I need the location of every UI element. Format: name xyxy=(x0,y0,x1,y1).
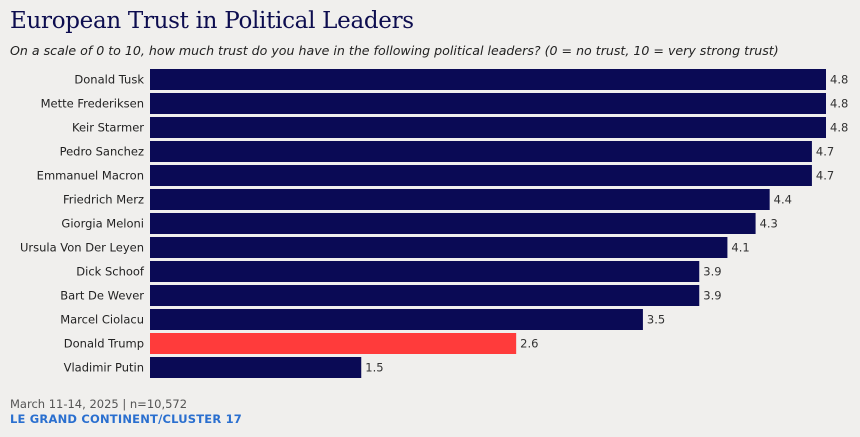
value-label-giorgia-meloni: 4.3 xyxy=(760,217,778,231)
value-label-donald-tusk: 4.8 xyxy=(830,73,848,87)
category-label-marcel-ciolacu: Marcel Ciolacu xyxy=(60,313,144,327)
value-label-keir-starmer: 4.8 xyxy=(830,121,848,135)
value-label-ursula-von-der-leyen: 4.1 xyxy=(731,241,749,255)
category-label-donald-trump: Donald Trump xyxy=(64,337,144,351)
category-label-ursula-von-der-leyen: Ursula Von Der Leyen xyxy=(20,241,144,255)
category-label-keir-starmer: Keir Starmer xyxy=(72,121,144,135)
category-label-giorgia-meloni: Giorgia Meloni xyxy=(61,217,144,231)
bar-emmanuel-macron xyxy=(150,165,812,186)
bar-dick-schoof xyxy=(150,261,700,282)
value-label-emmanuel-macron: 4.7 xyxy=(816,169,834,183)
chart-subtitle: On a scale of 0 to 10, how much trust do… xyxy=(10,43,779,58)
bar-pedro-sanchez xyxy=(150,141,812,162)
footer-date-sample: March 11-14, 2025 | n=10,572 xyxy=(10,397,188,411)
bar-ursula-von-der-leyen xyxy=(150,237,728,258)
bar-marcel-ciolacu xyxy=(150,309,643,330)
value-label-friedrich-merz: 4.4 xyxy=(774,193,792,207)
chart-title: European Trust in Political Leaders xyxy=(10,8,414,34)
value-label-vladimir-putin: 1.5 xyxy=(365,361,383,375)
value-label-marcel-ciolacu: 3.5 xyxy=(647,313,665,327)
category-label-bart-de-wever: Bart De Wever xyxy=(60,289,144,303)
bar-vladimir-putin xyxy=(150,357,362,378)
category-label-vladimir-putin: Vladimir Putin xyxy=(64,361,144,375)
category-label-mette-frederiksen: Mette Frederiksen xyxy=(41,97,144,111)
bar-mette-frederiksen xyxy=(150,93,826,114)
bar-donald-trump xyxy=(150,333,517,354)
category-label-pedro-sanchez: Pedro Sanchez xyxy=(60,145,144,159)
value-label-bart-de-wever: 3.9 xyxy=(703,289,721,303)
category-label-donald-tusk: Donald Tusk xyxy=(74,73,144,87)
bar-friedrich-merz xyxy=(150,189,770,210)
category-label-dick-schoof: Dick Schoof xyxy=(76,265,145,279)
footer-source: LE GRAND CONTINENT/CLUSTER 17 xyxy=(10,412,243,426)
bar-donald-tusk xyxy=(150,69,826,90)
category-label-emmanuel-macron: Emmanuel Macron xyxy=(37,169,144,183)
value-label-mette-frederiksen: 4.8 xyxy=(830,97,848,111)
bar-keir-starmer xyxy=(150,117,826,138)
value-label-pedro-sanchez: 4.7 xyxy=(816,145,834,159)
bar-bart-de-wever xyxy=(150,285,700,306)
bar-giorgia-meloni xyxy=(150,213,756,234)
category-label-friedrich-merz: Friedrich Merz xyxy=(63,193,144,207)
value-label-donald-trump: 2.6 xyxy=(520,337,538,351)
value-label-dick-schoof: 3.9 xyxy=(703,265,721,279)
